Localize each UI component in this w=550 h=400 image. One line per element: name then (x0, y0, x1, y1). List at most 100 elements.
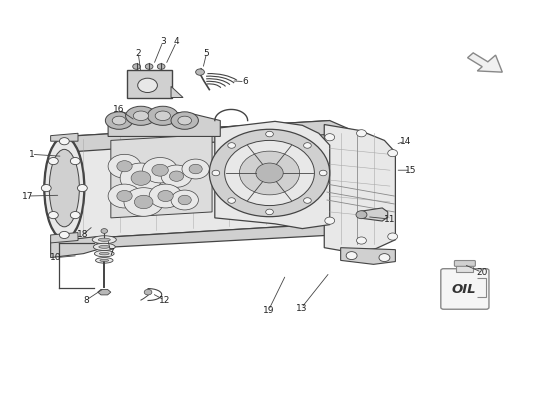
Circle shape (59, 138, 69, 145)
Polygon shape (98, 290, 111, 295)
Text: 6: 6 (242, 77, 248, 86)
Ellipse shape (44, 136, 85, 240)
Circle shape (59, 231, 69, 238)
Circle shape (169, 171, 184, 181)
Ellipse shape (50, 149, 79, 227)
Text: 7: 7 (108, 248, 114, 257)
Text: 3: 3 (160, 38, 166, 46)
Ellipse shape (100, 259, 109, 262)
Circle shape (78, 184, 87, 192)
FancyBboxPatch shape (454, 260, 475, 266)
Circle shape (171, 190, 199, 210)
Circle shape (388, 150, 398, 157)
Circle shape (356, 211, 367, 219)
Circle shape (70, 212, 80, 219)
Ellipse shape (100, 252, 109, 255)
Ellipse shape (95, 250, 114, 257)
Polygon shape (468, 53, 502, 72)
Polygon shape (215, 121, 329, 228)
Ellipse shape (112, 116, 126, 125)
Circle shape (101, 228, 108, 233)
Circle shape (142, 158, 178, 183)
Circle shape (178, 195, 191, 205)
Circle shape (149, 184, 182, 208)
Text: 13: 13 (295, 304, 307, 312)
Circle shape (48, 158, 58, 165)
Text: 10: 10 (51, 253, 62, 262)
Ellipse shape (125, 106, 156, 125)
Text: 20: 20 (476, 268, 487, 277)
FancyBboxPatch shape (441, 269, 489, 309)
Circle shape (266, 131, 273, 137)
Text: 16: 16 (113, 105, 125, 114)
Circle shape (388, 233, 398, 240)
Circle shape (196, 69, 205, 75)
Circle shape (41, 184, 51, 192)
Ellipse shape (106, 112, 133, 129)
Text: 19: 19 (263, 306, 274, 315)
Circle shape (320, 170, 327, 176)
Text: 2: 2 (135, 48, 141, 58)
Ellipse shape (147, 106, 178, 125)
Circle shape (138, 78, 157, 92)
Circle shape (212, 170, 220, 176)
Circle shape (325, 134, 334, 141)
Ellipse shape (92, 236, 116, 244)
Polygon shape (64, 120, 357, 152)
Circle shape (210, 129, 329, 217)
Text: 18: 18 (76, 230, 88, 240)
Circle shape (224, 140, 315, 206)
Text: 17: 17 (22, 192, 34, 200)
Ellipse shape (99, 246, 110, 248)
Circle shape (325, 217, 334, 224)
Circle shape (134, 195, 153, 209)
Circle shape (157, 64, 165, 69)
Circle shape (144, 289, 152, 295)
Text: 4: 4 (174, 38, 179, 46)
Polygon shape (340, 248, 395, 264)
Ellipse shape (98, 238, 111, 241)
Circle shape (356, 237, 366, 244)
Circle shape (182, 159, 210, 179)
Polygon shape (108, 113, 221, 136)
Circle shape (189, 164, 202, 174)
Circle shape (346, 252, 357, 260)
Text: 12: 12 (159, 296, 170, 305)
Text: 1: 1 (29, 150, 34, 159)
Circle shape (304, 198, 311, 203)
Text: OIL: OIL (452, 283, 476, 296)
Text: 14: 14 (399, 137, 411, 146)
Circle shape (124, 188, 163, 216)
Circle shape (266, 209, 273, 215)
Polygon shape (51, 133, 78, 141)
Ellipse shape (94, 243, 115, 250)
FancyBboxPatch shape (127, 70, 172, 98)
Circle shape (108, 154, 141, 178)
Circle shape (239, 151, 300, 195)
Circle shape (158, 190, 173, 202)
Polygon shape (64, 224, 357, 250)
Circle shape (304, 143, 311, 148)
Circle shape (117, 161, 132, 172)
Polygon shape (51, 236, 97, 258)
Circle shape (145, 64, 153, 69)
Circle shape (256, 163, 283, 183)
Circle shape (228, 198, 235, 203)
Polygon shape (324, 124, 395, 252)
Text: 8: 8 (84, 296, 89, 305)
Ellipse shape (133, 111, 148, 120)
Text: 11: 11 (384, 214, 395, 224)
Ellipse shape (96, 258, 113, 263)
Circle shape (161, 165, 192, 187)
Polygon shape (361, 208, 388, 221)
Ellipse shape (178, 116, 191, 125)
Circle shape (120, 163, 162, 193)
Ellipse shape (171, 112, 199, 129)
Circle shape (152, 164, 168, 176)
Circle shape (356, 130, 366, 137)
Circle shape (228, 143, 235, 148)
Text: 5: 5 (204, 48, 210, 58)
Circle shape (133, 64, 140, 69)
Text: 15: 15 (405, 166, 416, 175)
Polygon shape (64, 120, 329, 240)
